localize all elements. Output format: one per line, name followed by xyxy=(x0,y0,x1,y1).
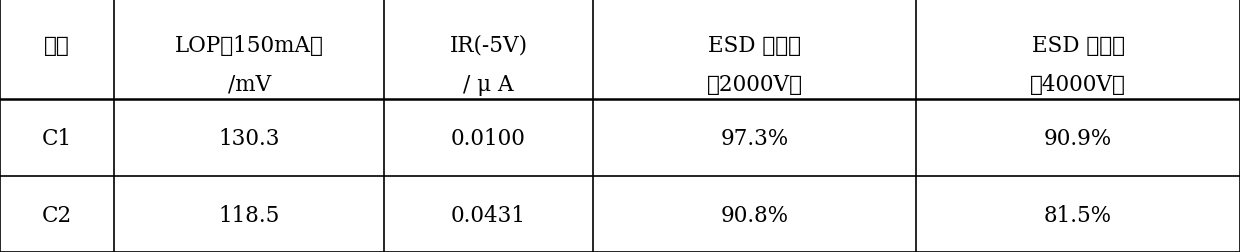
Text: / μ A: / μ A xyxy=(464,74,513,95)
Text: ESD 通过率: ESD 通过率 xyxy=(1032,35,1125,56)
Text: 0.0100: 0.0100 xyxy=(451,127,526,149)
Text: 118.5: 118.5 xyxy=(218,204,280,226)
Text: 样品: 样品 xyxy=(45,35,69,56)
Text: （2000V）: （2000V） xyxy=(707,74,802,95)
Text: 90.9%: 90.9% xyxy=(1044,127,1112,149)
Text: IR(-5V): IR(-5V) xyxy=(449,35,528,56)
Text: ESD 通过率: ESD 通过率 xyxy=(708,35,801,56)
Text: 81.5%: 81.5% xyxy=(1044,204,1112,226)
Text: 90.8%: 90.8% xyxy=(720,204,789,226)
Text: （4000V）: （4000V） xyxy=(1030,74,1126,95)
Text: C2: C2 xyxy=(42,204,72,226)
Text: LOP（150mA）: LOP（150mA） xyxy=(175,35,324,56)
Text: 0.0431: 0.0431 xyxy=(451,204,526,226)
Text: 130.3: 130.3 xyxy=(218,127,280,149)
Text: C1: C1 xyxy=(42,127,72,149)
Text: 97.3%: 97.3% xyxy=(720,127,789,149)
Text: /mV: /mV xyxy=(228,74,270,95)
